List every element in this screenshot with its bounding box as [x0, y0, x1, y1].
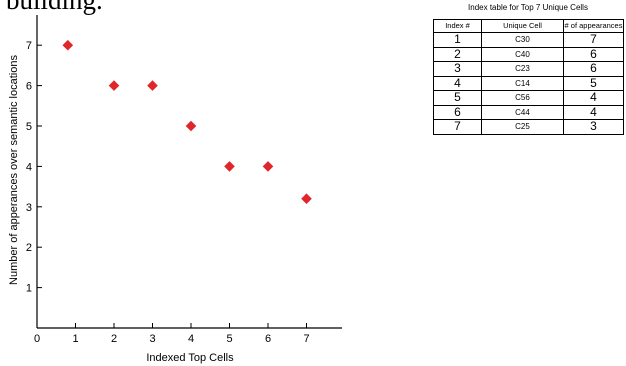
index-table-title: Index table for Top 7 Unique Cells	[468, 3, 588, 12]
cell-index: 1	[433, 32, 482, 48]
index-table-block: Index table for Top 7 Unique Cells Index…	[433, 3, 624, 135]
cell-unique-cell: C40	[481, 46, 564, 62]
cell-unique-cell: C14	[481, 75, 564, 91]
cell-unique-cell: C23	[481, 61, 564, 77]
data-point	[147, 80, 158, 91]
data-point	[62, 39, 74, 51]
data-point	[301, 193, 312, 205]
cell-appearances: 4	[563, 90, 624, 106]
table-header-row: Index # Unique Cell # of appearances	[433, 19, 624, 33]
y-tick-label: 6	[26, 81, 32, 93]
x-tick-label: 6	[265, 333, 271, 345]
x-tick-label: 0	[34, 333, 40, 345]
y-tick-label: 2	[26, 242, 32, 254]
cell-unique-cell: C25	[481, 119, 564, 135]
cell-appearances: 6	[563, 61, 624, 77]
header-unique-cell: Unique Cell	[481, 19, 564, 33]
cell-appearances: 5	[563, 75, 624, 91]
index-table: Index # Unique Cell # of appearances 1 C3…	[433, 19, 624, 135]
table-row: 7 C25 3	[433, 119, 624, 135]
x-tick-label: 7	[303, 333, 309, 345]
y-tick-label: 1	[26, 283, 32, 295]
x-axis-title: Indexed Top Cells	[146, 352, 234, 364]
data-point	[185, 120, 197, 132]
header-index: Index #	[433, 19, 482, 33]
table-row: 5 C56 4	[433, 90, 624, 106]
cell-appearances: 4	[563, 104, 624, 120]
x-tick-label: 1	[72, 333, 78, 345]
y-tick-label: 3	[26, 202, 32, 214]
cell-unique-cell: C56	[481, 90, 564, 106]
table-row: 3 C23 6	[433, 61, 624, 77]
x-tick-label: 5	[226, 333, 232, 345]
y-axis-title: Number of apperances over semantic locat…	[8, 55, 20, 285]
header-appearances: # of appearances	[563, 19, 624, 33]
y-tick-label: 7	[26, 40, 32, 52]
cell-index: 4	[433, 75, 482, 91]
x-tick-label: 2	[111, 333, 117, 345]
data-point	[108, 80, 120, 91]
cell-appearances: 6	[563, 46, 624, 62]
cell-index: 3	[433, 61, 482, 77]
cell-index: 7	[433, 119, 482, 135]
y-tick-label: 5	[26, 121, 32, 133]
data-point	[224, 161, 235, 172]
caption-fragment: building.	[6, 0, 103, 15]
cell-index: 6	[433, 104, 482, 120]
y-tick-label: 4	[26, 161, 32, 173]
x-tick-label: 3	[149, 333, 155, 345]
cell-appearances: 3	[563, 119, 624, 135]
cell-unique-cell: C44	[481, 104, 564, 120]
table-row: 6 C44 4	[433, 104, 624, 120]
data-point	[262, 161, 274, 172]
cell-unique-cell: C30	[481, 32, 564, 48]
cell-appearances: 7	[563, 32, 624, 48]
table-row: 2 C40 6	[433, 46, 624, 62]
table-row: 4 C14 5	[433, 75, 624, 91]
cell-index: 5	[433, 90, 482, 106]
table-row: 1 C30 7	[433, 32, 624, 48]
x-tick-label: 4	[188, 333, 194, 345]
cell-index: 2	[433, 46, 482, 62]
